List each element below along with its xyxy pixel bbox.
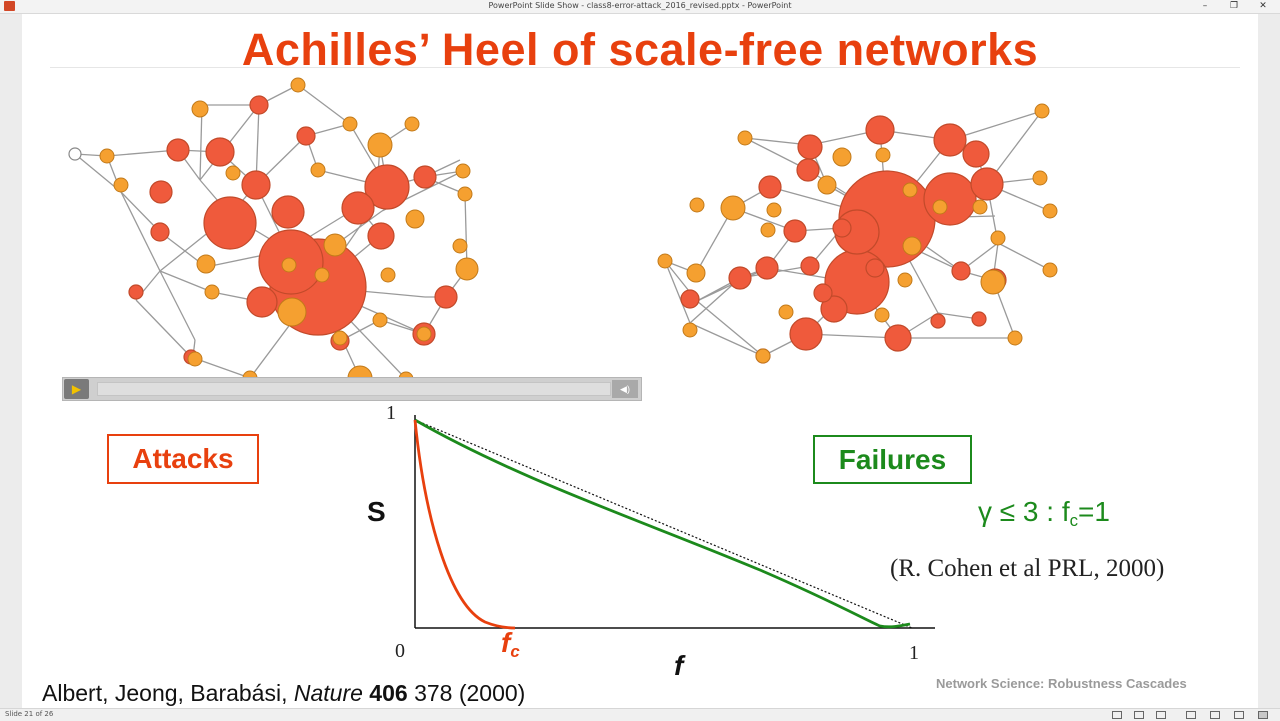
slideshow-view-icon[interactable] (1258, 711, 1268, 719)
slide-counter: Slide 21 of 26 (5, 710, 54, 718)
powerpoint-icon (4, 1, 15, 11)
citation-volume: 406 (362, 680, 408, 706)
close-button[interactable]: ✕ (1259, 1, 1267, 11)
gamma-condition: γ ≤ 3 : fc=1 (978, 496, 1110, 531)
x-axis-label: f (674, 650, 684, 681)
prev-slide-icon[interactable] (1112, 711, 1122, 719)
gamma-sub: c (1069, 511, 1079, 531)
left-margin (0, 14, 22, 708)
gamma-tail: =1 (1078, 496, 1110, 527)
media-player-bar: ▶ ◀) (62, 377, 642, 401)
play-icon[interactable]: ▶ (64, 379, 89, 399)
citation-authors: Albert, Jeong, Barabási, (42, 680, 294, 706)
citation-rest: 378 (2000) (407, 680, 526, 706)
sorter-view-icon[interactable] (1210, 711, 1220, 719)
right-margin (1258, 14, 1280, 708)
next-slide-icon[interactable] (1156, 711, 1166, 719)
window-title: PowerPoint Slide Show - class8-error-att… (488, 1, 792, 10)
failures-curve (414, 418, 911, 629)
volume-icon[interactable]: ◀) (612, 380, 638, 398)
notes-icon[interactable] (1134, 711, 1144, 719)
attack-network-graph (68, 77, 479, 385)
minimize-button[interactable]: – (1202, 1, 1208, 11)
reading-view-icon[interactable] (1234, 711, 1244, 719)
media-seek-track[interactable] (97, 382, 611, 396)
failures-label-box: Failures (813, 435, 972, 484)
attacks-curve (413, 419, 516, 630)
y-axis-label: S (367, 496, 386, 527)
slide-canvas (22, 14, 1258, 708)
fc-main: f (501, 627, 511, 658)
footer-course-tag: Network Science: Robustness Cascades (936, 676, 1187, 691)
status-bar: Slide 21 of 26 (0, 708, 1280, 721)
title-divider (50, 67, 1240, 68)
gamma-text: γ ≤ 3 : f (978, 496, 1070, 527)
s-vs-f-plot (413, 415, 935, 630)
y-axis-top-tick: 1 (386, 402, 396, 424)
empty-node-icon (68, 147, 82, 161)
restore-button[interactable]: ❐ (1229, 1, 1239, 11)
reference-dotted-line (414, 419, 913, 629)
citation: Albert, Jeong, Barabási, Nature 406 378 … (42, 680, 525, 707)
failure-network-graph (657, 103, 1058, 364)
citation-journal: Nature (293, 680, 363, 706)
attacks-label-box: Attacks (107, 434, 259, 484)
slide-title: Achilles’ Heel of scale-free networks (241, 24, 1039, 75)
x-axis-right-tick: 1 (909, 642, 919, 664)
cohen-reference: (R. Cohen et al PRL, 2000) (890, 555, 1165, 582)
fc-sub: c (510, 642, 520, 662)
origin-tick: 0 (395, 640, 405, 662)
normal-view-icon[interactable] (1186, 711, 1196, 719)
window-titlebar: PowerPoint Slide Show - class8-error-att… (0, 0, 1280, 14)
critical-threshold-label: fc (501, 627, 520, 662)
